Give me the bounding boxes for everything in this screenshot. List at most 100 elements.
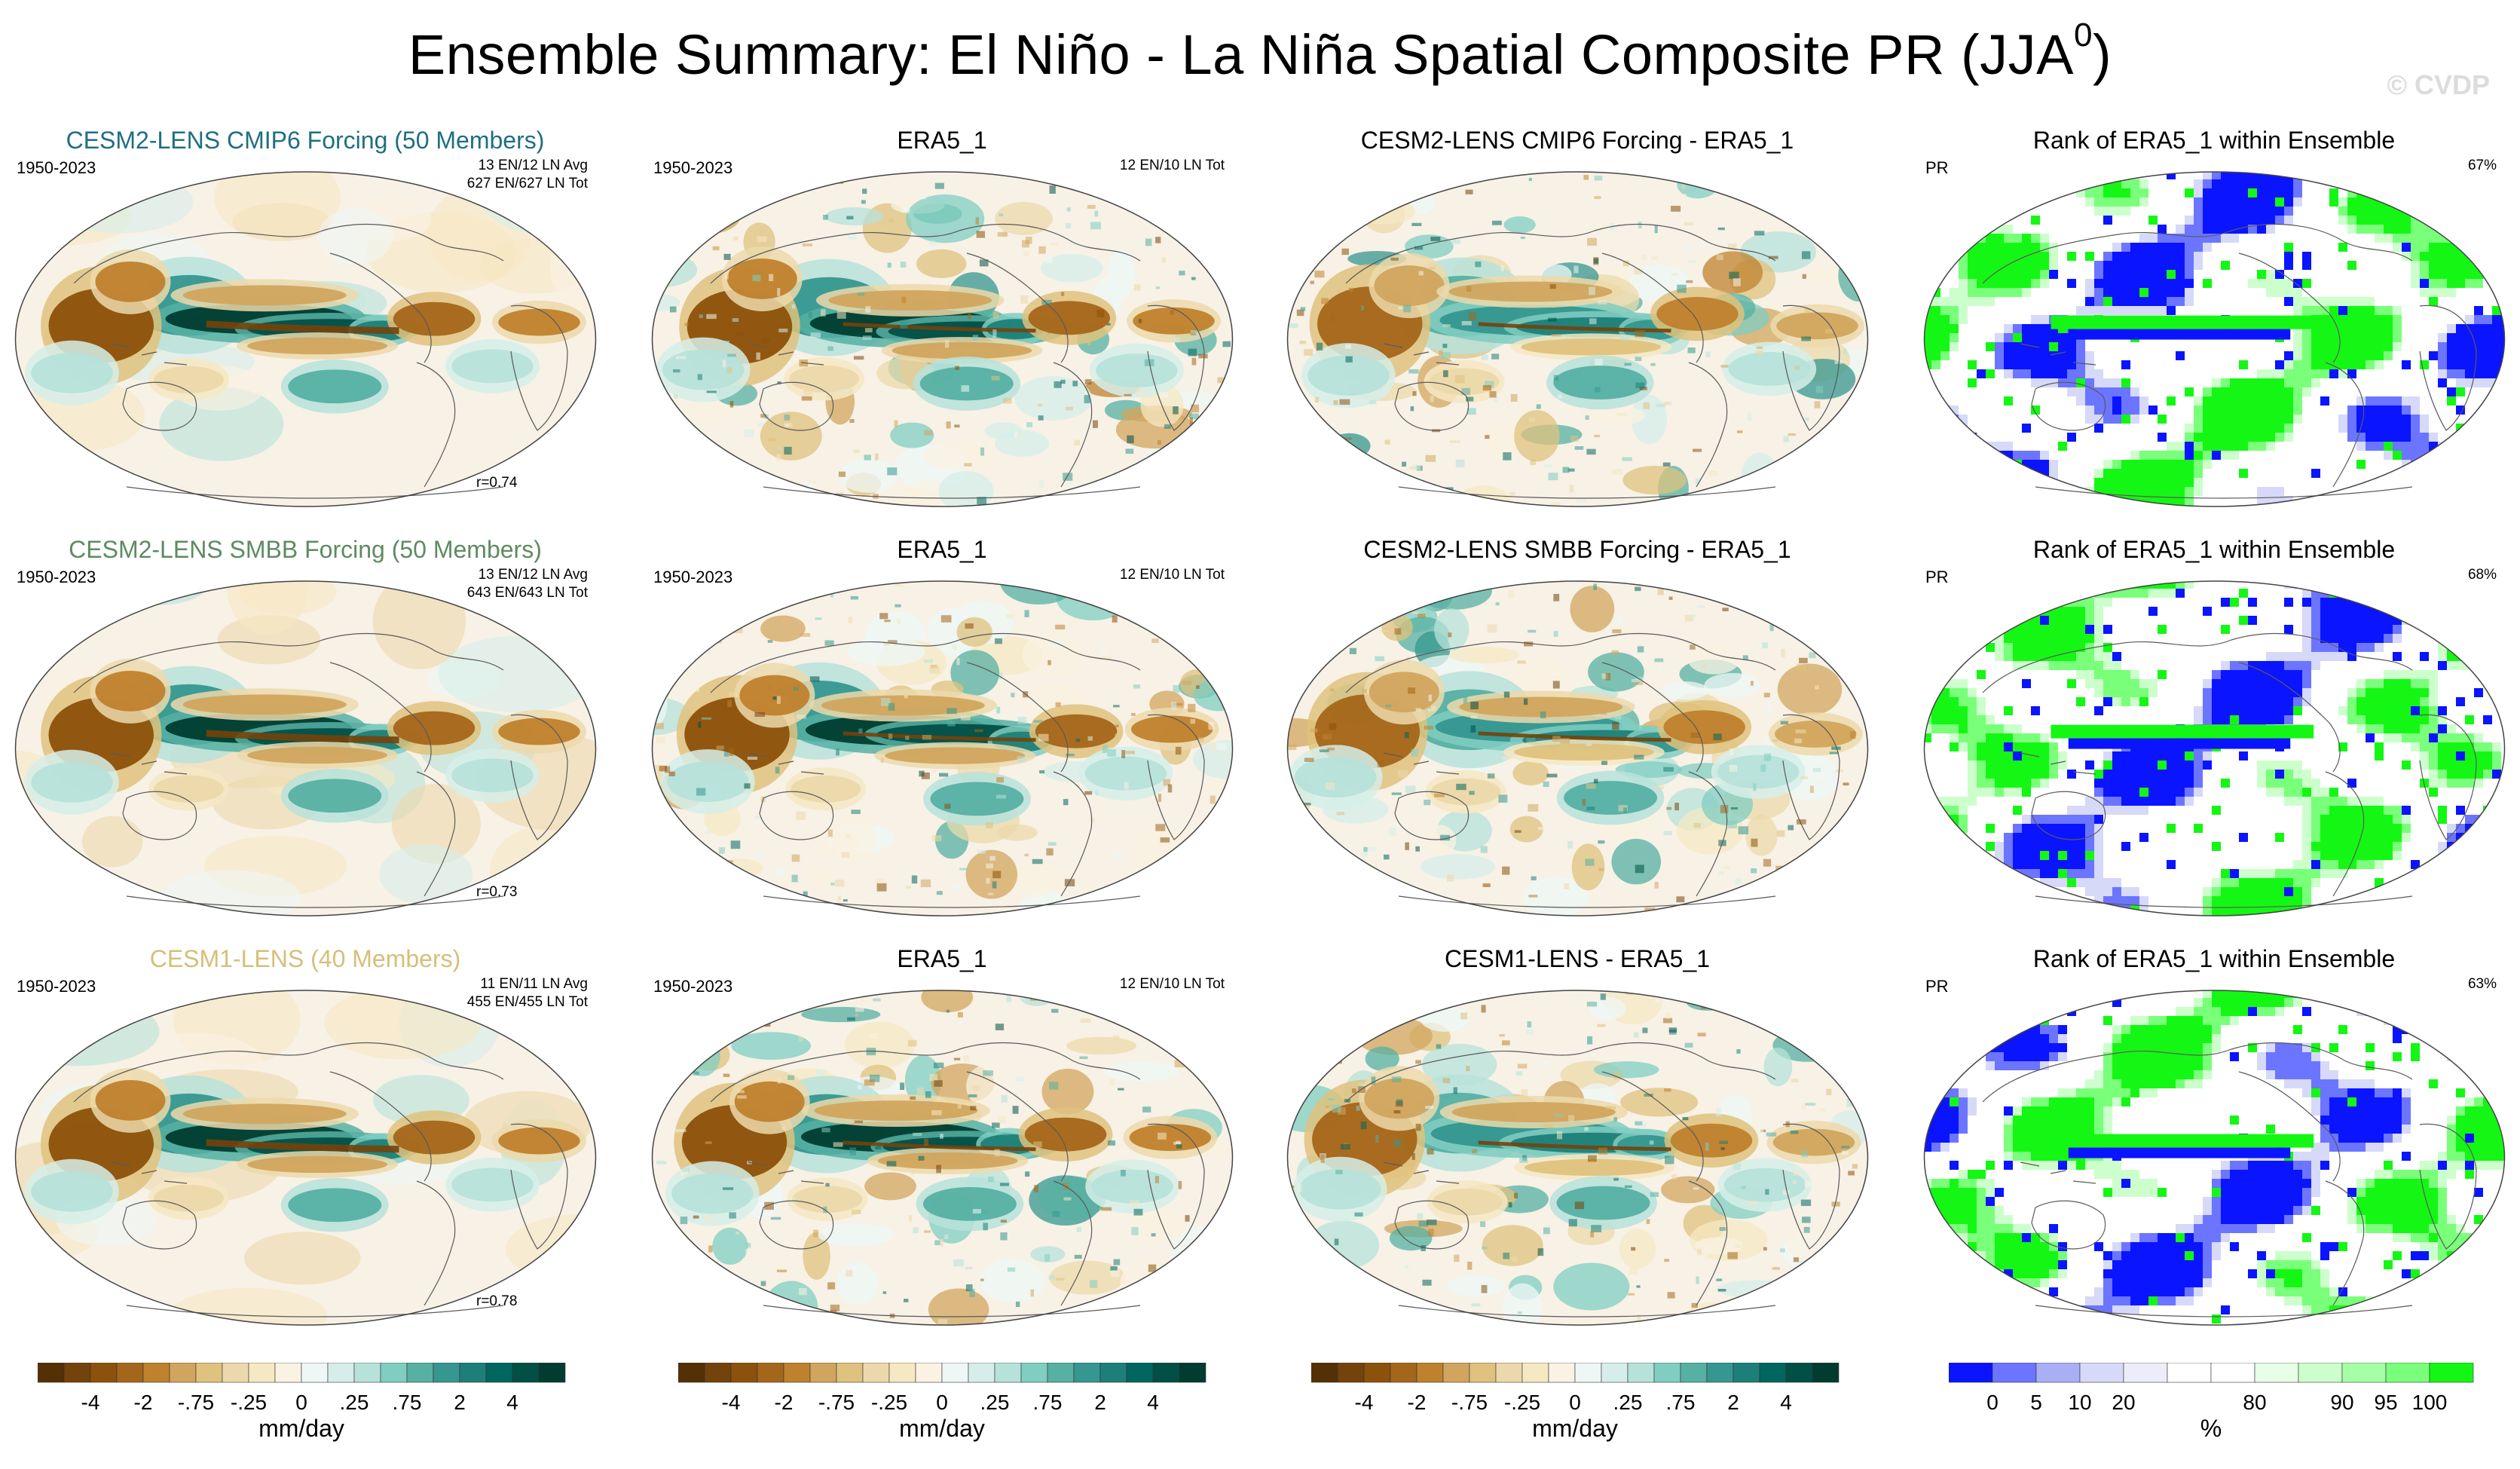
robinson-map <box>1923 171 2506 507</box>
colorbar-swatch <box>1601 1362 1629 1383</box>
colorbar-units-label: mm/day <box>899 1415 985 1442</box>
colorbar-swatch <box>783 1362 811 1383</box>
panel-smbb-rank: Rank of ERA5_1 within Ensemble PR 68% <box>1909 536 2519 928</box>
colorbar-swatch <box>142 1362 170 1383</box>
colorbar-swatch <box>222 1362 249 1383</box>
colorbar-swatch <box>1152 1362 1180 1383</box>
colorbar-tick-label: -4 <box>722 1391 741 1414</box>
colorbar-tick-label: .25 <box>980 1391 1010 1414</box>
colorbar-swatch <box>2341 1362 2387 1383</box>
colorbar-svg: -4 -2 -.75 -.25 0 .25 .75 2 4 mm/day <box>677 1362 1206 1442</box>
colorbar-tick-label: 0 <box>295 1391 307 1414</box>
colorbar-rank: 0 5 10 20 80 90 95 100% <box>1948 1362 2484 1449</box>
colorbar-swatch <box>1469 1362 1497 1383</box>
pattern-correlation-label: r=0.78 <box>476 1293 518 1309</box>
colorbar-tick-label: 2 <box>1094 1391 1106 1414</box>
panel-period-label: 1950-2023 <box>17 158 96 177</box>
panel-count-label: 12 EN/10 LN Tot <box>1119 976 1225 992</box>
colorbar-swatch <box>1179 1362 1206 1383</box>
colorbar-swatch <box>730 1362 758 1383</box>
colorbar-tick-label: 4 <box>506 1391 518 1414</box>
colorbar-swatch <box>1992 1362 2037 1383</box>
panel-title: CESM1-LENS - ERA5_1 <box>1444 945 1711 972</box>
panel-smbb-model: CESM2-LENS SMBB Forcing (50 Members) 1950… <box>0 536 610 928</box>
panel-period-label: 1950-2023 <box>653 977 733 996</box>
colorbar-tick-label: .25 <box>1613 1391 1643 1414</box>
colorbar-swatch <box>1948 1362 1993 1383</box>
colorbar-swatch <box>2298 1362 2343 1383</box>
colorbar-units-label: mm/day <box>1532 1415 1618 1442</box>
colorbar-tick-label: -.25 <box>871 1391 907 1414</box>
colorbar-swatch <box>1363 1362 1391 1383</box>
colorbar-swatch <box>862 1362 890 1383</box>
colorbar-swatch <box>1548 1362 1576 1383</box>
colorbar-swatch <box>1073 1362 1101 1383</box>
robinson-map <box>1286 580 1869 917</box>
colorbar-tick-label: -4 <box>1355 1391 1374 1414</box>
colorbar-swatch <box>1785 1362 1813 1383</box>
panel-cesm1-rank: Rank of ERA5_1 within Ensemble PR 63% <box>1909 945 2519 1337</box>
colorbar-swatch <box>90 1362 118 1383</box>
copyright-watermark: © CVDP <box>2387 69 2490 100</box>
panel-count-label: 67% <box>2467 158 2497 173</box>
colorbar-swatch <box>941 1362 969 1383</box>
colorbar-tick-label: 4 <box>1147 1391 1159 1414</box>
robinson-map <box>1286 990 1869 1326</box>
colorbar-swatch <box>1099 1362 1127 1383</box>
colorbar-swatch <box>1521 1362 1549 1383</box>
colorbar-swatch <box>1047 1362 1075 1383</box>
colorbar-swatch <box>677 1362 705 1383</box>
panel-cmip6-rank: Rank of ERA5_1 within Ensemble PR 67% <box>1909 127 2519 519</box>
panel-title: CESM2-LENS SMBB Forcing - ERA5_1 <box>1363 536 1791 563</box>
colorbar-swatch <box>968 1362 995 1383</box>
panel-smbb-obs: ERA5_1 1950-2023 12 EN/10 LN Tot <box>637 536 1247 928</box>
colorbar-tick-label: .25 <box>340 1391 369 1414</box>
colorbar-units-label: mm/day <box>258 1415 344 1442</box>
colorbar-tick-label: 80 <box>2243 1391 2266 1414</box>
panel-cmip6-obs: ERA5_1 1950-2023 12 EN/10 LN Tot <box>637 127 1247 519</box>
pattern-correlation-label: r=0.73 <box>476 884 518 900</box>
colorbar-swatch <box>1627 1362 1655 1383</box>
colorbar-tick-label: 20 <box>2112 1391 2135 1414</box>
colorbar-tick-label: 0 <box>936 1391 948 1414</box>
colorbar-tick-label: -.25 <box>231 1391 267 1414</box>
panel-title: CESM2-LENS SMBB Forcing (50 Members) <box>69 536 542 563</box>
colorbar-tick-label: 90 <box>2330 1391 2353 1414</box>
colorbar-swatch <box>2035 1362 2081 1383</box>
robinson-map <box>14 171 597 507</box>
panel-period-label: 1950-2023 <box>653 158 733 177</box>
panel-title: ERA5_1 <box>897 945 987 972</box>
colorbar-swatch <box>63 1362 91 1383</box>
colorbar-swatch <box>1416 1362 1444 1383</box>
colorbar-swatch <box>1732 1362 1760 1383</box>
panel-cmip6-model: CESM2-LENS CMIP6 Forcing (50 Members) 195… <box>0 127 610 519</box>
colorbar-swatch <box>1653 1362 1681 1383</box>
colorbar-swatch <box>2167 1362 2212 1383</box>
colorbar-tick-label: 2 <box>1727 1391 1739 1414</box>
colorbar-tick-label: .75 <box>393 1391 422 1414</box>
pattern-correlation-label: r=0.74 <box>476 475 518 491</box>
colorbar-swatch <box>2385 1362 2430 1383</box>
panel-title: Rank of ERA5_1 within Ensemble <box>2032 536 2396 563</box>
colorbar-swatch <box>836 1362 864 1383</box>
colorbar-svg: 0 5 10 20 80 90 95 100% <box>1948 1362 2474 1442</box>
panel-period-label: PR <box>1925 568 1949 586</box>
colorbar-swatch <box>994 1362 1022 1383</box>
colorbar-swatch <box>1310 1362 1338 1383</box>
colorbar-swatch <box>274 1362 302 1383</box>
colorbar-swatch <box>301 1362 329 1383</box>
panel-cesm1-obs: ERA5_1 1950-2023 12 EN/10 LN Tot <box>637 945 1247 1337</box>
panel-count-label: 12 EN/10 LN Tot <box>1119 567 1225 583</box>
colorbar-swatch <box>327 1362 355 1383</box>
panel-cesm1-diff: CESM1-LENS - ERA5_1 <box>1272 945 1882 1337</box>
colorbar-swatch <box>757 1362 784 1383</box>
colorbar-tick-label: -.75 <box>1451 1391 1488 1414</box>
colorbar-swatch <box>888 1362 916 1383</box>
colorbar-swatch <box>37 1362 65 1383</box>
colorbar-swatch <box>169 1362 197 1383</box>
panel-period-label: PR <box>1925 158 1949 177</box>
panel-period-label: 1950-2023 <box>17 977 96 996</box>
colorbar-swatch <box>512 1362 540 1383</box>
panel-count-label: 63% <box>2467 976 2497 992</box>
colorbar-tick-label: .75 <box>1666 1391 1696 1414</box>
